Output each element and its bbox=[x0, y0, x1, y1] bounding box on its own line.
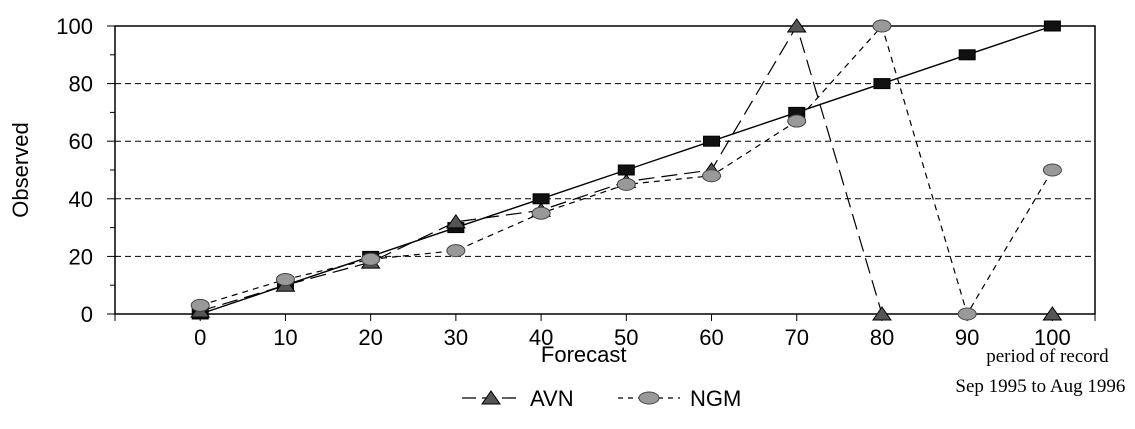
series-perfect bbox=[191, 20, 1061, 320]
series-perfect-point-40 bbox=[532, 193, 550, 205]
series-avn-point-70 bbox=[786, 18, 807, 33]
series-ngm-point-30 bbox=[446, 244, 466, 258]
y-tick-label-60: 60 bbox=[69, 129, 93, 154]
gridlines bbox=[115, 83, 1095, 257]
y-axis-title: Observed bbox=[8, 122, 33, 217]
series-avn-line-0 bbox=[200, 24, 883, 315]
x-tick-label-60: 60 bbox=[699, 325, 723, 350]
series bbox=[190, 18, 1063, 321]
series-ngm-point-50 bbox=[616, 177, 636, 191]
y-tick-label-0: 0 bbox=[81, 302, 93, 327]
x-tick-label-20: 20 bbox=[358, 325, 382, 350]
x-axis-title: Forecast bbox=[541, 342, 627, 367]
legend-avn-label: AVN bbox=[530, 386, 574, 411]
y-tick-label-80: 80 bbox=[69, 72, 93, 97]
ticks: 0 20 40 60 80 100 0 10 20 30 40 50 60 70 80 90 100 bbox=[56, 14, 1096, 350]
legend-ngm-label: NGM bbox=[690, 386, 741, 411]
legend-item-ngm: NGM bbox=[618, 386, 741, 411]
series-ngm-point-10 bbox=[275, 272, 295, 286]
x-tick-label-80: 80 bbox=[870, 325, 894, 350]
series-avn-point-100 bbox=[1042, 306, 1063, 321]
x-tick-label-90: 90 bbox=[955, 325, 979, 350]
series-perfect-point-90 bbox=[958, 49, 976, 61]
series-ngm-point-80 bbox=[872, 19, 892, 33]
period-of-record-dates: Sep 1995 to Aug 1996 bbox=[955, 376, 1125, 397]
x-tick-label-0: 0 bbox=[194, 325, 206, 350]
series-perfect-point-80 bbox=[873, 78, 891, 90]
legend: AVN NGM bbox=[462, 386, 741, 411]
series-ngm-point-0 bbox=[190, 298, 210, 312]
series-avn-point-30 bbox=[445, 213, 466, 229]
series-perfect-point-60 bbox=[703, 135, 721, 147]
y-tick-label-20: 20 bbox=[69, 244, 93, 269]
series-ngm-point-20 bbox=[361, 252, 381, 266]
x-tick-label-10: 10 bbox=[273, 325, 297, 350]
series-ngm-point-70 bbox=[787, 114, 807, 128]
x-tick-label-70: 70 bbox=[784, 325, 808, 350]
legend-item-avn: AVN bbox=[462, 386, 574, 411]
series-perfect-point-50 bbox=[617, 164, 635, 176]
series-ngm-point-60 bbox=[702, 169, 722, 183]
period-of-record-label: period of record bbox=[986, 346, 1109, 367]
plot-frame bbox=[114, 25, 1096, 315]
series-ngm-point-40 bbox=[531, 206, 551, 220]
y-tick-label-100: 100 bbox=[56, 14, 93, 39]
series-perfect-point-100 bbox=[1043, 20, 1061, 32]
x-tick-label-50: 50 bbox=[614, 325, 638, 350]
legend-ngm-marker bbox=[638, 391, 660, 405]
y-tick-label-40: 40 bbox=[69, 187, 93, 212]
x-tick-label-100: 100 bbox=[1034, 325, 1071, 350]
series-ngm-point-90 bbox=[957, 307, 977, 321]
x-tick-label-30: 30 bbox=[444, 325, 468, 350]
legend-avn-marker bbox=[481, 390, 501, 405]
x-tick-label-40: 40 bbox=[529, 325, 553, 350]
axes bbox=[114, 25, 1096, 315]
series-avn-point-80 bbox=[872, 306, 892, 321]
series-ngm-point-100 bbox=[1042, 163, 1062, 177]
series-ngm bbox=[190, 19, 1062, 321]
